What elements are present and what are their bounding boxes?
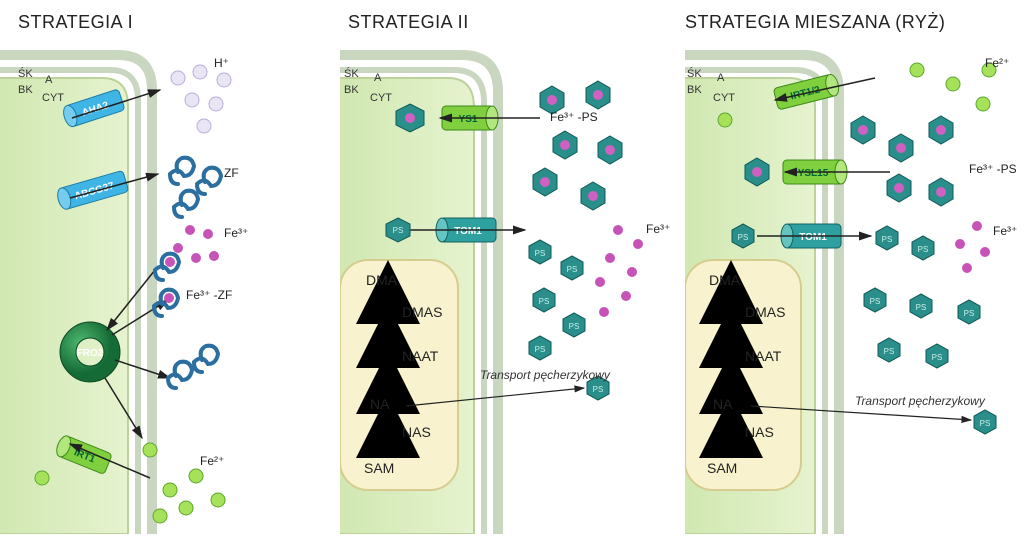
lbl-vesicle3: Transport pęcherzykowy — [855, 394, 985, 408]
svg-text:PS: PS — [738, 233, 749, 242]
lbl-cyt2: CYT — [370, 92, 392, 104]
svg-text:PS: PS — [964, 309, 975, 318]
lbl-cyt3: CYT — [713, 92, 735, 104]
lbl-a3: A — [717, 72, 724, 84]
lbl-zf: ZF — [224, 166, 239, 180]
title-s3: STRATEGIA MIESZANA (RYŻ) — [685, 12, 945, 33]
lbl-fe2: Fe²⁺ — [200, 454, 224, 468]
transporter-fro2: FRO2 — [60, 322, 120, 382]
title-s1: STRATEGIA I — [18, 12, 133, 33]
psfe-outside — [533, 81, 622, 210]
lbl-a2: A — [374, 72, 381, 84]
svg-text:PS: PS — [535, 345, 546, 354]
svg-text:FRO2: FRO2 — [77, 348, 104, 359]
lbl-a: A — [45, 74, 52, 86]
lbl-bk2: BK — [344, 84, 359, 96]
lbl-fe3ps: Fe³⁺ -PS — [550, 110, 598, 124]
svg-text:PS: PS — [393, 226, 404, 235]
zf-group — [170, 158, 221, 217]
lbl-nas: NAS — [402, 424, 431, 440]
lbl-dmas3: DMAS — [745, 304, 785, 320]
panel-strategy-3: STRATEGIA MIESZANA (RYŻ) I — [685, 0, 1024, 534]
lbl-dma3: DMA — [709, 272, 740, 288]
cytoplasm — [0, 78, 128, 534]
lbl-sk: ŚK — [18, 68, 33, 80]
fe3-outside — [595, 225, 643, 317]
svg-text:PS: PS — [916, 303, 927, 312]
lbl-cyt: CYT — [42, 92, 64, 104]
lbl-sk3: ŚK — [687, 68, 702, 80]
fe3-ions — [173, 225, 219, 263]
panel-strategy-2: STRATEGIA II YS1 — [340, 0, 685, 534]
lbl-sam3: SAM — [707, 460, 737, 476]
lbl-fe2-3: Fe²⁺ — [985, 56, 1009, 70]
svg-text:TOM1: TOM1 — [799, 232, 827, 243]
panel2-svg: YS1 TOM1 PS — [340, 0, 685, 534]
lbl-fe3: Fe³⁺ — [224, 226, 248, 240]
svg-text:PS: PS — [932, 353, 943, 362]
lbl-dma: DMA — [366, 272, 397, 288]
lbl-fe3ps-3: Fe³⁺ -PS — [969, 162, 1017, 176]
lbl-bk3: BK — [687, 84, 702, 96]
svg-text:YS1: YS1 — [459, 114, 478, 125]
svg-text:PS: PS — [539, 297, 550, 306]
lbl-vesicle: Transport pęcherzykowy — [480, 368, 610, 382]
svg-text:PS: PS — [535, 249, 546, 258]
lbl-sam: SAM — [364, 460, 394, 476]
svg-text:PS: PS — [918, 245, 929, 254]
panel3-svg: IRT1/2 YSL15 TOM1 — [685, 0, 1024, 534]
lbl-fe3-3: Fe³⁺ — [993, 224, 1017, 238]
svg-text:TOM1: TOM1 — [454, 226, 482, 237]
vesicle — [685, 260, 801, 490]
lbl-naat3: NAAT — [745, 348, 781, 364]
svg-text:PS: PS — [882, 235, 893, 244]
svg-text:PS: PS — [567, 265, 578, 274]
svg-text:PS: PS — [884, 347, 895, 356]
svg-text:PS: PS — [593, 385, 604, 394]
lbl-bk: BK — [18, 84, 33, 96]
vesicle — [340, 260, 458, 490]
title-s2: STRATEGIA II — [348, 12, 469, 33]
zf-with-fe — [154, 254, 218, 388]
lbl-fe3zf: Fe³⁺ -ZF — [186, 288, 232, 302]
panel-strategy-1: STRATEGIA I AHA2 — [0, 0, 340, 534]
h-ions — [171, 65, 231, 133]
svg-text:PS: PS — [569, 322, 580, 331]
svg-text:PS: PS — [870, 297, 881, 306]
lbl-fe3-2: Fe³⁺ — [646, 222, 670, 236]
lbl-sk2: ŚK — [344, 68, 359, 80]
lbl-nas3: NAS — [745, 424, 774, 440]
lbl-dmas: DMAS — [402, 304, 442, 320]
fe3-3 — [955, 221, 990, 273]
lbl-hplus: H⁺ — [214, 56, 229, 70]
lbl-naat: NAAT — [402, 348, 438, 364]
lbl-na3: NA — [713, 396, 732, 412]
svg-text:YSL15: YSL15 — [798, 168, 829, 179]
diagram-stage: { "titles": { "s1": "STRATEGIA I", "s2":… — [0, 0, 1024, 534]
lbl-na: NA — [370, 396, 389, 412]
svg-text:PS: PS — [980, 419, 991, 428]
